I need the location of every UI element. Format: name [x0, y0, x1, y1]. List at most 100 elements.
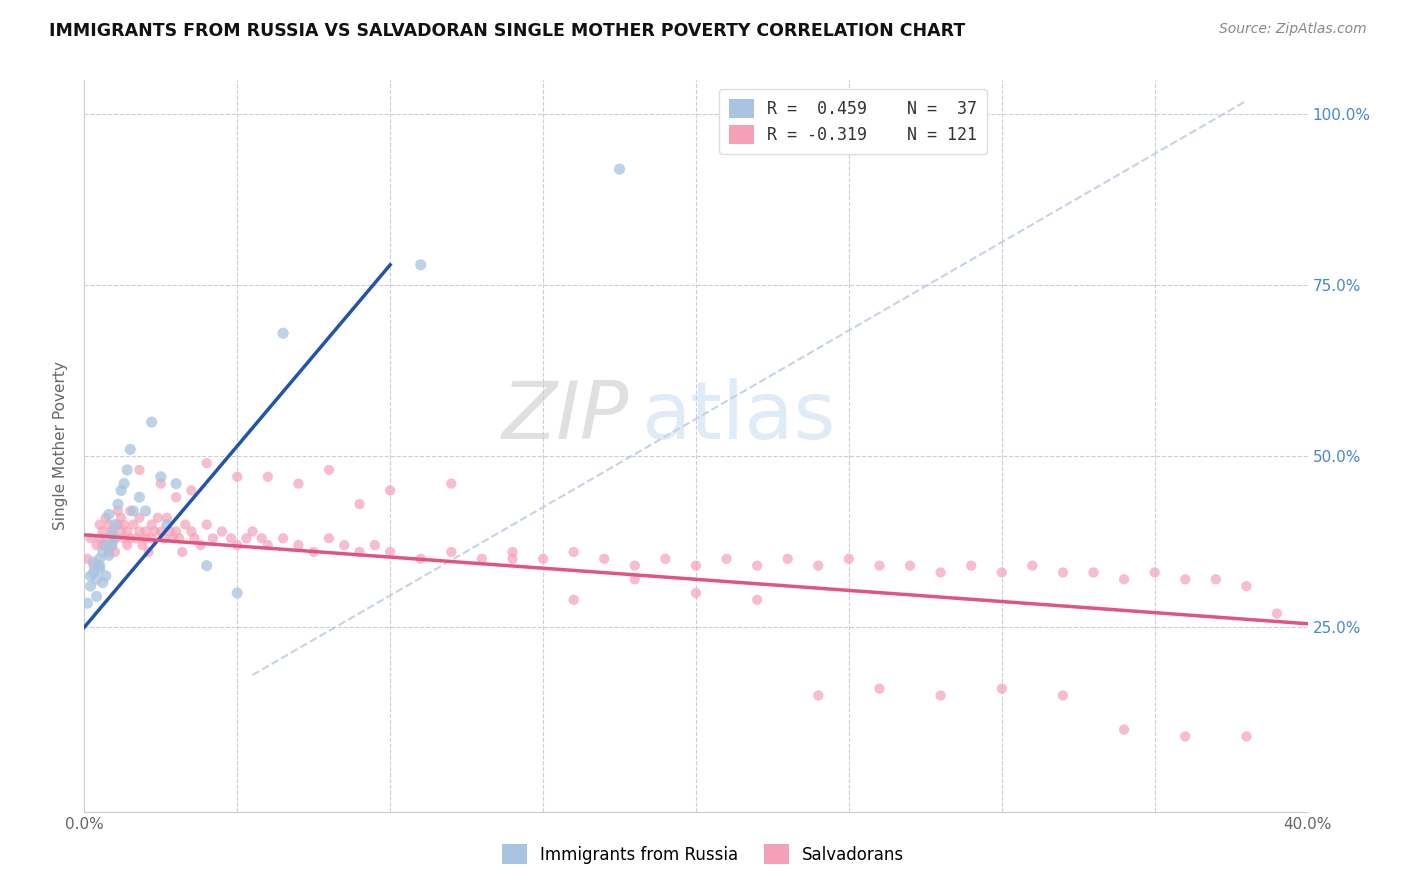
Point [112, 531, 135, 545]
Point [120, 504, 142, 518]
Point [89, 551, 111, 566]
Point [135, 524, 157, 539]
Point [89, 562, 111, 576]
Point [128, 490, 150, 504]
Point [110, 483, 132, 498]
Point [349, 497, 371, 511]
Point [318, 531, 340, 545]
Point [1021, 558, 1043, 573]
Point [226, 538, 249, 552]
Point [97, 508, 120, 522]
Point [898, 558, 921, 573]
Point [91, 545, 114, 559]
Point [226, 586, 249, 600]
Point [929, 689, 952, 703]
Point [91, 575, 114, 590]
Point [257, 538, 280, 552]
Point [869, 558, 891, 573]
Point [211, 524, 233, 539]
Point [1265, 607, 1288, 621]
Point [1174, 572, 1197, 586]
Point [1052, 566, 1074, 580]
Point [776, 551, 799, 566]
Point [250, 531, 273, 545]
Point [97, 517, 120, 532]
Point [174, 517, 197, 532]
Point [83, 566, 105, 580]
Point [364, 538, 387, 552]
Point [138, 545, 160, 559]
Point [104, 517, 127, 532]
Point [149, 469, 172, 483]
Point [257, 469, 280, 483]
Point [128, 463, 150, 477]
Point [333, 538, 356, 552]
Point [91, 524, 114, 539]
Point [716, 551, 738, 566]
Point [120, 442, 142, 457]
Point [149, 476, 172, 491]
Point [624, 558, 647, 573]
Point [195, 558, 218, 573]
Point [83, 558, 105, 573]
Point [115, 463, 138, 477]
Point [159, 524, 181, 539]
Point [991, 681, 1014, 696]
Point [271, 326, 294, 341]
Point [115, 524, 138, 539]
Point [135, 504, 157, 518]
Point [107, 497, 129, 511]
Point [471, 551, 494, 566]
Point [120, 531, 142, 545]
Point [180, 483, 202, 498]
Point [101, 528, 124, 542]
Point [1205, 572, 1227, 586]
Point [143, 524, 166, 539]
Point [135, 531, 157, 545]
Point [110, 510, 132, 524]
Point [156, 510, 179, 524]
Point [180, 524, 202, 539]
Point [115, 538, 138, 552]
Point [153, 531, 176, 545]
Point [104, 531, 127, 545]
Point [97, 545, 120, 559]
Point [869, 681, 891, 696]
Legend: R =  0.459    N =  37, R = -0.319    N = 121: R = 0.459 N = 37, R = -0.319 N = 121 [718, 88, 987, 153]
Point [94, 510, 117, 524]
Point [146, 510, 169, 524]
Point [86, 590, 108, 604]
Point [287, 538, 309, 552]
Point [101, 538, 124, 552]
Legend: Immigrants from Russia, Salvadorans: Immigrants from Russia, Salvadorans [495, 838, 911, 871]
Point [83, 555, 105, 569]
Point [960, 558, 983, 573]
Point [89, 558, 111, 573]
Point [747, 558, 769, 573]
Point [440, 476, 463, 491]
Point [79, 531, 101, 545]
Point [79, 579, 101, 593]
Text: Source: ZipAtlas.com: Source: ZipAtlas.com [1219, 22, 1367, 37]
Point [172, 545, 194, 559]
Point [1083, 566, 1105, 580]
Point [593, 551, 616, 566]
Point [1174, 730, 1197, 744]
Text: atlas: atlas [641, 377, 835, 456]
Point [76, 596, 98, 610]
Point [685, 558, 707, 573]
Point [562, 592, 585, 607]
Point [89, 517, 111, 532]
Point [747, 592, 769, 607]
Point [302, 545, 325, 559]
Point [242, 524, 264, 539]
Point [94, 538, 117, 552]
Point [1114, 572, 1136, 586]
Point [128, 510, 150, 524]
Point [685, 586, 707, 600]
Y-axis label: Single Mother Poverty: Single Mother Poverty [53, 361, 69, 531]
Point [502, 545, 524, 559]
Point [195, 456, 218, 470]
Point [141, 415, 163, 429]
Point [101, 538, 124, 552]
